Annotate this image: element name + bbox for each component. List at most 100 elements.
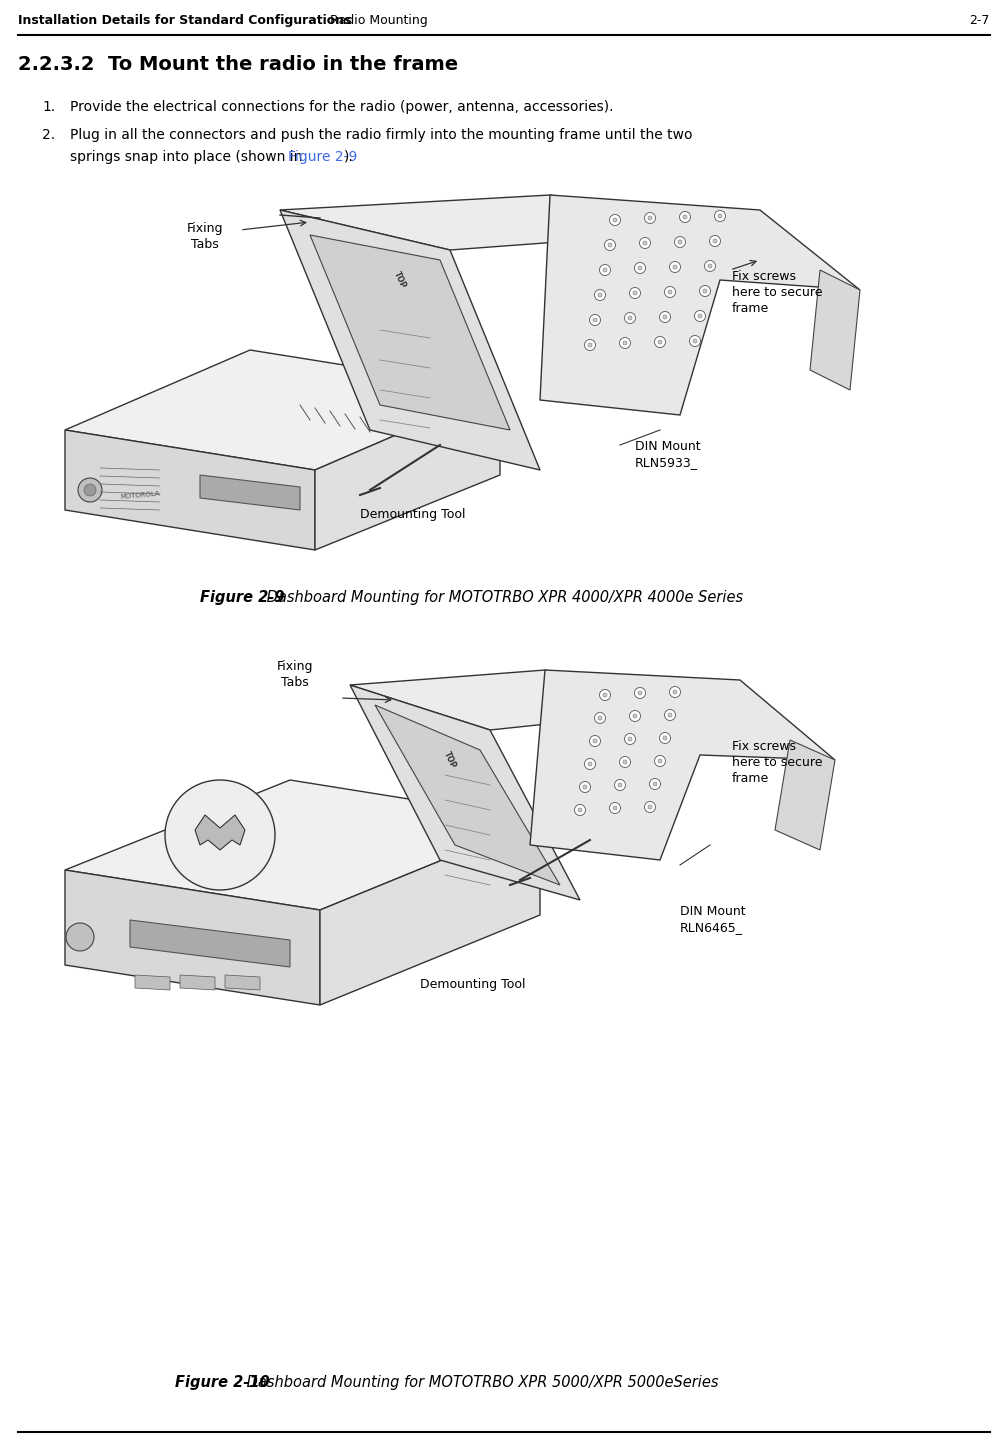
Circle shape [648,805,652,809]
Text: DIN Mount
RLN5933_: DIN Mount RLN5933_ [635,441,700,469]
Circle shape [593,739,597,743]
Circle shape [635,687,646,698]
Circle shape [698,314,702,318]
Text: 2-7: 2-7 [970,14,990,27]
Circle shape [588,762,592,766]
Circle shape [663,315,667,320]
Text: Figure 2-9: Figure 2-9 [288,150,357,164]
Circle shape [650,779,661,789]
Circle shape [603,268,607,272]
Circle shape [584,340,596,350]
Circle shape [670,687,680,697]
Polygon shape [310,235,510,431]
Circle shape [605,239,616,251]
Circle shape [694,311,705,321]
Text: 2.2.3.2  To Mount the radio in the frame: 2.2.3.2 To Mount the radio in the frame [18,55,458,73]
Text: ).: ). [344,150,354,164]
Polygon shape [350,670,680,730]
Polygon shape [810,271,860,390]
Circle shape [640,238,651,249]
Polygon shape [195,815,245,850]
Circle shape [699,285,710,297]
Circle shape [668,713,672,717]
Text: Plug in all the connectors and push the radio firmly into the mounting frame unt: Plug in all the connectors and push the … [70,128,692,143]
Polygon shape [280,210,540,469]
Text: 1.: 1. [42,99,55,114]
Polygon shape [530,670,835,860]
Circle shape [708,264,712,268]
Text: Figure 2-10: Figure 2-10 [175,1375,270,1390]
Polygon shape [375,706,560,886]
Circle shape [674,236,685,248]
Circle shape [578,808,582,812]
Circle shape [703,289,707,292]
Text: Figure 2-9: Figure 2-9 [200,590,285,605]
Text: TOP: TOP [392,271,407,289]
Circle shape [683,215,687,219]
Polygon shape [65,350,500,469]
Circle shape [645,802,656,812]
Circle shape [633,291,637,295]
Text: Installation Details for Standard Configurations: Installation Details for Standard Config… [18,14,351,27]
Circle shape [643,240,647,245]
Circle shape [593,318,597,323]
Polygon shape [540,194,860,415]
Text: Demounting Tool: Demounting Tool [420,978,525,991]
Text: Dashboard Mounting for MOTOTRBO XPR 4000/XPR 4000e Series: Dashboard Mounting for MOTOTRBO XPR 4000… [262,590,743,605]
Circle shape [625,312,636,324]
Circle shape [78,478,102,503]
Circle shape [615,779,626,791]
Polygon shape [280,194,720,251]
Circle shape [590,314,601,325]
Circle shape [66,923,94,950]
Circle shape [678,240,682,243]
Circle shape [655,337,666,347]
Circle shape [660,311,671,323]
Circle shape [618,783,622,788]
Text: DIN Mount
RLN6465_: DIN Mount RLN6465_ [680,904,745,935]
Circle shape [663,736,667,740]
Text: Dashboard Mounting for MOTOTRBO XPR 5000/XPR 5000eSeries: Dashboard Mounting for MOTOTRBO XPR 5000… [242,1375,718,1390]
Circle shape [714,210,725,222]
Text: springs snap into place (shown in: springs snap into place (shown in [70,150,307,164]
Circle shape [620,337,631,348]
Polygon shape [350,685,580,900]
Polygon shape [65,870,320,1005]
Circle shape [668,289,672,294]
Text: TOP: TOP [443,750,458,770]
Circle shape [584,759,596,769]
Circle shape [574,805,585,815]
Circle shape [620,756,631,768]
Circle shape [579,782,591,792]
Text: Fixing
Tabs: Fixing Tabs [187,222,223,251]
Text: Fix screws
here to secure
frame: Fix screws here to secure frame [732,271,823,315]
Circle shape [665,710,675,720]
Polygon shape [320,819,540,1005]
Polygon shape [225,975,260,991]
Circle shape [598,292,602,297]
Circle shape [638,691,642,696]
Circle shape [630,710,641,721]
Circle shape [630,288,641,298]
Circle shape [679,212,690,223]
Circle shape [713,239,717,243]
Text: Fix screws
here to secure
frame: Fix screws here to secure frame [732,740,823,785]
Circle shape [628,737,632,742]
Text: Fixing
Tabs: Fixing Tabs [277,660,313,688]
Circle shape [648,216,652,220]
Circle shape [83,484,96,495]
Circle shape [655,756,666,766]
Circle shape [718,215,722,217]
Circle shape [595,289,606,301]
Circle shape [608,243,612,248]
Text: 2.: 2. [42,128,55,143]
Circle shape [610,215,621,226]
Circle shape [633,714,637,719]
Circle shape [628,315,632,320]
Circle shape [670,262,680,272]
Polygon shape [315,390,500,550]
Circle shape [600,265,611,275]
Circle shape [709,236,720,246]
Text: Provide the electrical connections for the radio (power, antenna, accessories).: Provide the electrical connections for t… [70,99,614,114]
Circle shape [165,780,275,890]
